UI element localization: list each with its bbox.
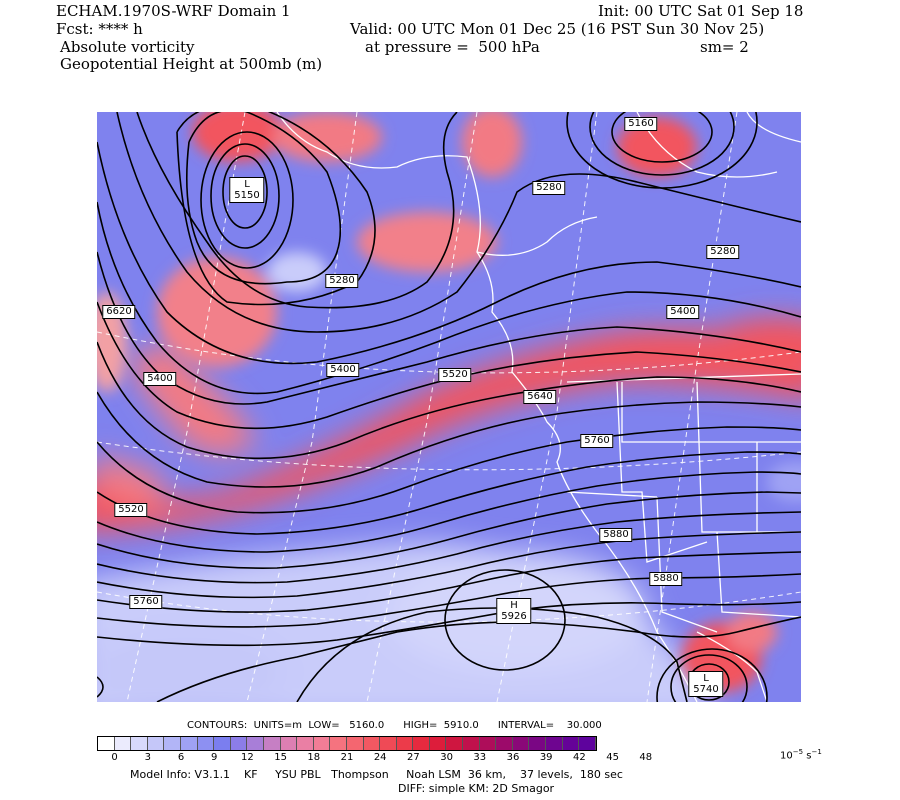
- colorbar-swatch: [546, 737, 563, 750]
- extremum-value: 5150: [234, 190, 260, 201]
- colorbar-swatch: [363, 737, 381, 750]
- contour-label: 5520: [114, 503, 148, 517]
- colorbar-swatch: [496, 737, 513, 750]
- colorbar-tick-label: 3: [144, 752, 151, 763]
- colorbar-swatch: [197, 737, 215, 750]
- colorbar-swatch: [512, 737, 530, 750]
- colorbar-tick-label: 21: [340, 752, 354, 763]
- colorbar-tick-label: 6: [177, 752, 185, 763]
- colorbar-swatch: [463, 737, 480, 750]
- smoothing: sm= 2: [700, 38, 749, 56]
- contour-label: 5400: [666, 305, 700, 319]
- diffusion-info: DIFF: simple KM: 2D Smagor: [398, 782, 555, 795]
- lat-lon-grid: [97, 112, 801, 702]
- colorbar-swatch: [562, 737, 580, 750]
- unit-base: 10: [780, 750, 793, 762]
- colorbar-tick-label: 27: [407, 752, 420, 763]
- colorbar-swatch: [380, 737, 397, 750]
- contour-label: 5880: [649, 572, 683, 586]
- map-canvas: [97, 112, 801, 702]
- colorbar-swatch: [230, 737, 248, 750]
- init-time: Init: 00 UTC Sat 01 Sep 18: [598, 2, 804, 20]
- extremum-letter: H: [510, 600, 518, 611]
- valid-time: Valid: 00 UTC Mon 01 Dec 25 (16 PST Sun …: [350, 20, 765, 38]
- colorbar-unit: 10−5 s−1: [780, 748, 822, 761]
- colorbar-tick-label: 0: [111, 752, 118, 763]
- colorbar-swatch: [446, 737, 464, 750]
- vorticity-colorbar: [97, 736, 597, 751]
- colorbar-tick-label: 18: [307, 752, 321, 763]
- colorbar-swatch: [131, 737, 148, 750]
- colorbar-swatch: [313, 737, 331, 750]
- vorticity-height-map: [97, 112, 801, 702]
- contour-label: 6620: [102, 305, 136, 319]
- colorbar-tick-label: 39: [539, 752, 553, 763]
- colorbar-tick-label: 24: [373, 752, 387, 763]
- unit-suffix-exponent: −1: [811, 748, 822, 756]
- colorbar-swatch: [429, 737, 447, 750]
- extremum-value: 5740: [693, 684, 719, 695]
- colorbar-swatch: [330, 737, 347, 750]
- colorbar-swatch: [98, 737, 115, 750]
- colorbar-swatch: [114, 737, 132, 750]
- colorbar-swatch: [396, 737, 414, 750]
- colorbar-swatch: [297, 737, 314, 750]
- unit-suffix: s: [806, 750, 812, 762]
- colorbar-swatch: [214, 737, 231, 750]
- contour-label: 5160: [624, 117, 658, 131]
- contour-info: CONTOURS: UNITS=m LOW= 5160.0 HIGH= 5910…: [187, 720, 602, 731]
- contour-label: 5640: [523, 390, 557, 404]
- high-pressure-center: H 5926: [496, 598, 532, 624]
- colorbar-swatch: [263, 737, 281, 750]
- colorbar-tick-label: 30: [440, 752, 453, 763]
- contour-label: 5280: [532, 181, 566, 195]
- colorbar-swatch: [346, 737, 364, 750]
- extremum-letter: L: [244, 179, 250, 190]
- extremum-value: 5926: [501, 611, 527, 622]
- colorbar-swatch: [529, 737, 547, 750]
- colorbar-tick-label: 15: [274, 752, 287, 763]
- height-contours: [97, 112, 801, 702]
- colorbar-swatch: [579, 737, 596, 750]
- pressure-level: at pressure = 500 hPa: [365, 38, 540, 56]
- extremum-letter: L: [703, 673, 709, 684]
- colorbar-swatch: [247, 737, 264, 750]
- colorbar-swatch: [180, 737, 198, 750]
- colorbar-tick-label: 9: [211, 752, 218, 763]
- forecast-hour: Fcst: **** h: [56, 20, 143, 38]
- contour-label: 5280: [325, 274, 359, 288]
- colorbar-swatch: [147, 737, 165, 750]
- colorbar-tick-label: 42: [573, 752, 586, 763]
- low-pressure-center: L 5150: [229, 177, 265, 203]
- colorbar-tick-label: 48: [639, 752, 653, 763]
- colorbar-swatch: [413, 737, 430, 750]
- contour-label: 5760: [580, 434, 614, 448]
- model-title: ECHAM.1970S-WRF Domain 1: [56, 2, 291, 20]
- colorbar-tick-label: 45: [606, 752, 619, 763]
- colorbar-swatch: [164, 737, 181, 750]
- model-info: Model Info: V3.1.1 KF YSU PBL Thompson N…: [130, 768, 623, 781]
- contour-label: 5880: [599, 528, 633, 542]
- low-pressure-center: L 5740: [688, 671, 724, 697]
- contour-label: 5400: [143, 372, 177, 386]
- contour-label: 5280: [706, 245, 740, 259]
- contour-label: 5760: [129, 595, 163, 609]
- colorbar-tick-label: 33: [473, 752, 487, 763]
- colorbar-swatch: [280, 737, 298, 750]
- field-name-vorticity: Absolute vorticity: [60, 38, 195, 56]
- field-name-height: Geopotential Height at 500mb (m): [60, 55, 323, 73]
- contour-label: 5520: [438, 368, 472, 382]
- contour-label: 5400: [326, 363, 360, 377]
- colorbar-tick-label: 36: [506, 752, 520, 763]
- colorbar-swatch: [479, 737, 497, 750]
- unit-exponent: −5: [792, 748, 804, 756]
- colorbar-tick-label: 12: [241, 752, 254, 763]
